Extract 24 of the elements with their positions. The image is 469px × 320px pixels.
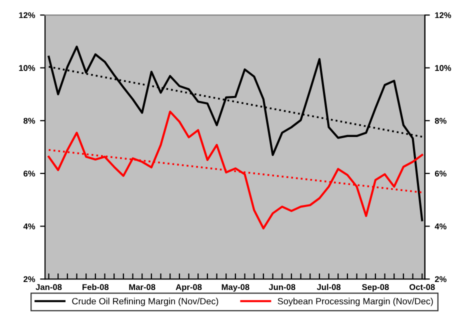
y2-tick-label: 8%	[434, 118, 446, 124]
y-tick-label: 4%	[23, 223, 36, 230]
y2-tick-label: 10%	[435, 65, 452, 71]
y-tick-label: 2%	[24, 276, 36, 282]
line-series	[48, 110, 424, 230]
y-tick-label: 12%	[19, 12, 36, 18]
x-tick-label: Jan-08	[36, 284, 62, 290]
x-tick-label: Jun-08	[268, 284, 296, 290]
x-tick-label: Apr-08	[176, 284, 202, 292]
y-tick-label: 6%	[24, 170, 36, 177]
x-tick-label: Oct-08	[409, 284, 435, 290]
x-tick-label: Mar-08	[129, 284, 156, 290]
y2-tick-label: 12%	[435, 12, 452, 18]
y-tick-label: 8%	[24, 118, 36, 124]
x-tick-label: Jul-08	[316, 284, 341, 290]
legend-label: Crude Oil Refining Margin (Nov/Dec)	[72, 298, 218, 306]
y2-tick-label: 6%	[434, 170, 446, 177]
x-tick-label: Sep-08	[362, 284, 389, 292]
x-tick-label: Feb-08	[82, 284, 109, 290]
y-tick-label: 10%	[19, 65, 36, 71]
y2-tick-label: 4%	[434, 223, 446, 230]
legend-label: Soybean Processing Margin (Nov/Dec)	[278, 298, 433, 306]
x-tick-label: May-08	[222, 284, 250, 292]
y2-tick-label: 2%	[434, 276, 446, 282]
